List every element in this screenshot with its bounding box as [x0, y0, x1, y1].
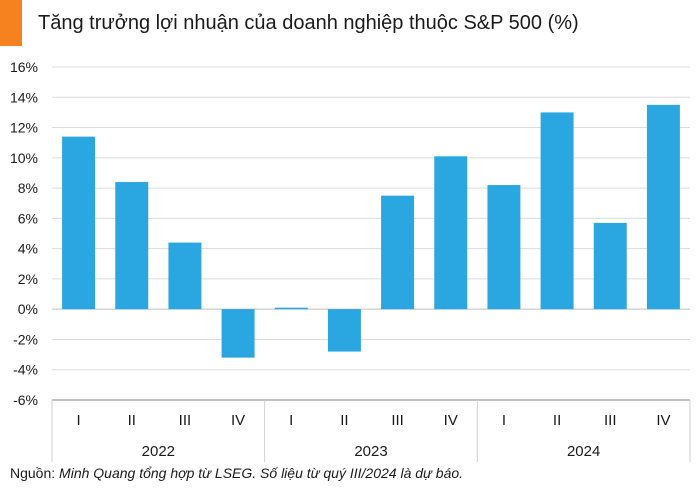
source-text: Minh Quang tổng hợp từ LSEG. Số liệu từ …	[59, 465, 464, 481]
x-tick-label: II	[340, 412, 348, 429]
y-tick-label: 6%	[18, 210, 38, 226]
x-tick-label: II	[128, 412, 136, 429]
y-tick-label: -4%	[13, 362, 38, 378]
source-label: Nguồn:	[10, 465, 56, 481]
y-tick-label: -6%	[13, 392, 38, 408]
bar-2023-q2	[327, 309, 361, 352]
y-tick-label: 12%	[10, 120, 38, 136]
y-tick-label: 2%	[18, 271, 38, 287]
y-tick-label: 0%	[18, 301, 38, 317]
x-tick-label: IV	[444, 412, 458, 429]
bar-2022-q4	[221, 309, 255, 358]
x-tick-label: III	[391, 412, 404, 429]
y-tick-label: 4%	[18, 241, 38, 257]
title-accent-bar	[0, 0, 22, 46]
bar-2023-q1	[274, 307, 308, 310]
x-tick-label: II	[553, 412, 561, 429]
y-tick-label: 8%	[18, 180, 38, 196]
bar-2022-q3	[168, 242, 202, 310]
source-note: Nguồn: Minh Quang tổng hợp từ LSEG. Số l…	[10, 464, 463, 482]
x-tick-label: IV	[656, 412, 670, 429]
bar-2024-q2	[540, 112, 574, 310]
bar-2023-q4	[434, 156, 468, 310]
bar-2024-q4	[646, 104, 680, 310]
x-tick-label: III	[179, 412, 192, 429]
x-tick-label: III	[604, 412, 617, 429]
y-tick-label: 10%	[10, 150, 38, 166]
x-tick-label: IV	[231, 412, 245, 429]
x-tick-label: I	[289, 412, 293, 429]
year-label: 2023	[354, 443, 387, 460]
bar-2022-q1	[62, 136, 96, 310]
year-label: 2022	[142, 443, 175, 460]
y-tick-label: 16%	[10, 59, 38, 75]
y-tick-label: 14%	[10, 89, 38, 105]
bar-2024-q1	[487, 185, 521, 310]
bar-2023-q3	[381, 195, 415, 310]
chart-title: Tăng trưởng lợi nhuận của doanh nghiệp t…	[38, 12, 579, 34]
y-tick-label: -2%	[13, 331, 38, 347]
x-tick-label: I	[76, 412, 80, 429]
year-label: 2024	[567, 443, 600, 460]
x-tick-label: I	[502, 412, 506, 429]
bar-2024-q3	[593, 222, 627, 310]
bar-2022-q2	[115, 182, 149, 310]
